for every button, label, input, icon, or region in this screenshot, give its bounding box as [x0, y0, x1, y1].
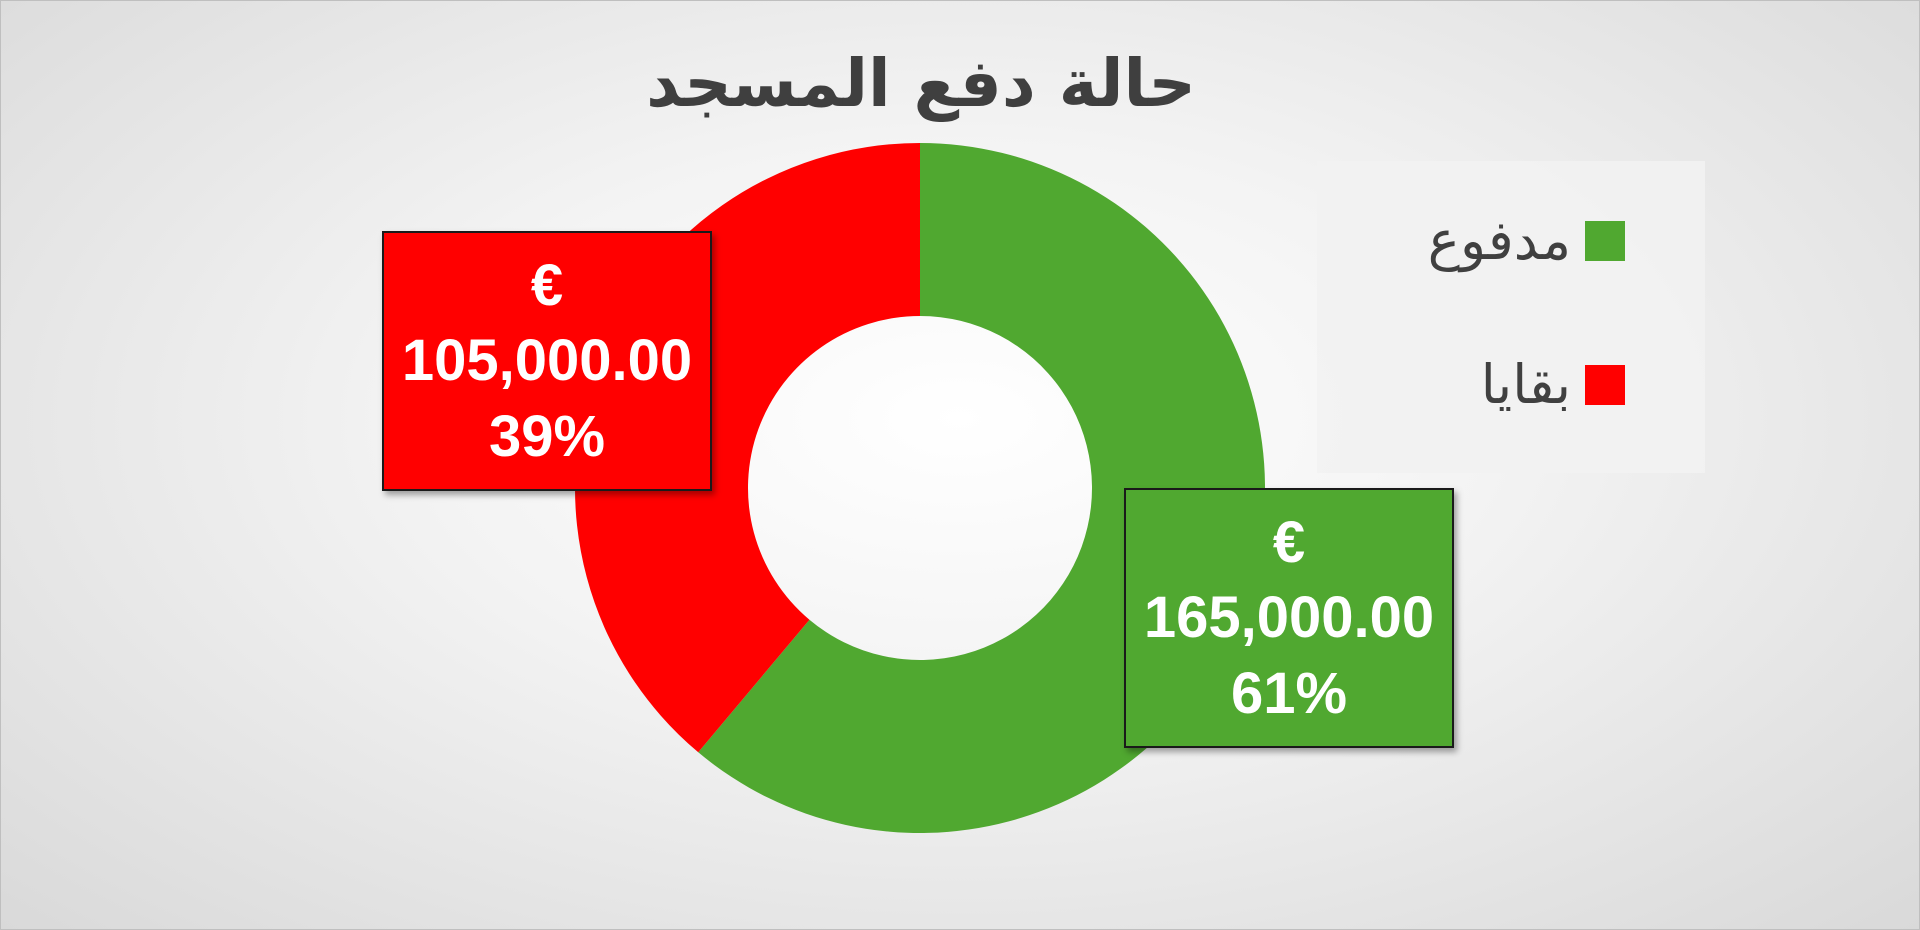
data-label-currency: € [1272, 509, 1306, 575]
legend-label-remaining: بقايا [1480, 353, 1571, 416]
data-label-remaining: € 105,000.00 39% [382, 231, 712, 491]
legend-item-remaining[interactable]: بقايا [1481, 353, 1625, 416]
legend: مدفوع بقايا [1317, 161, 1705, 473]
data-label-paid: € 165,000.00 61% [1124, 488, 1454, 748]
legend-item-paid[interactable]: مدفوع [1428, 209, 1625, 272]
legend-swatch-paid [1585, 220, 1625, 261]
data-label-percent: 61% [1230, 660, 1348, 726]
chart-title: حالة دفع المسجد [646, 45, 1196, 122]
legend-label-paid: مدفوع [1427, 209, 1571, 272]
data-label-currency: € [530, 252, 564, 318]
data-label-amount: 105,000.00 [401, 328, 693, 394]
legend-swatch-remaining [1585, 364, 1625, 405]
donut-slice-paid[interactable] [698, 143, 1265, 833]
data-label-amount: 165,000.00 [1143, 585, 1435, 651]
data-label-percent: 39% [488, 403, 606, 469]
